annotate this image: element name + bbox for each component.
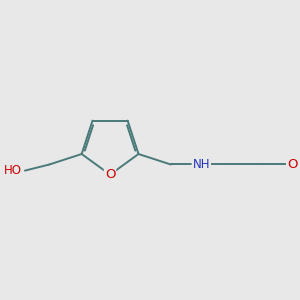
Text: O: O bbox=[288, 158, 298, 171]
Text: O: O bbox=[105, 168, 115, 181]
Text: NH: NH bbox=[193, 158, 210, 171]
Text: HO: HO bbox=[4, 164, 22, 177]
